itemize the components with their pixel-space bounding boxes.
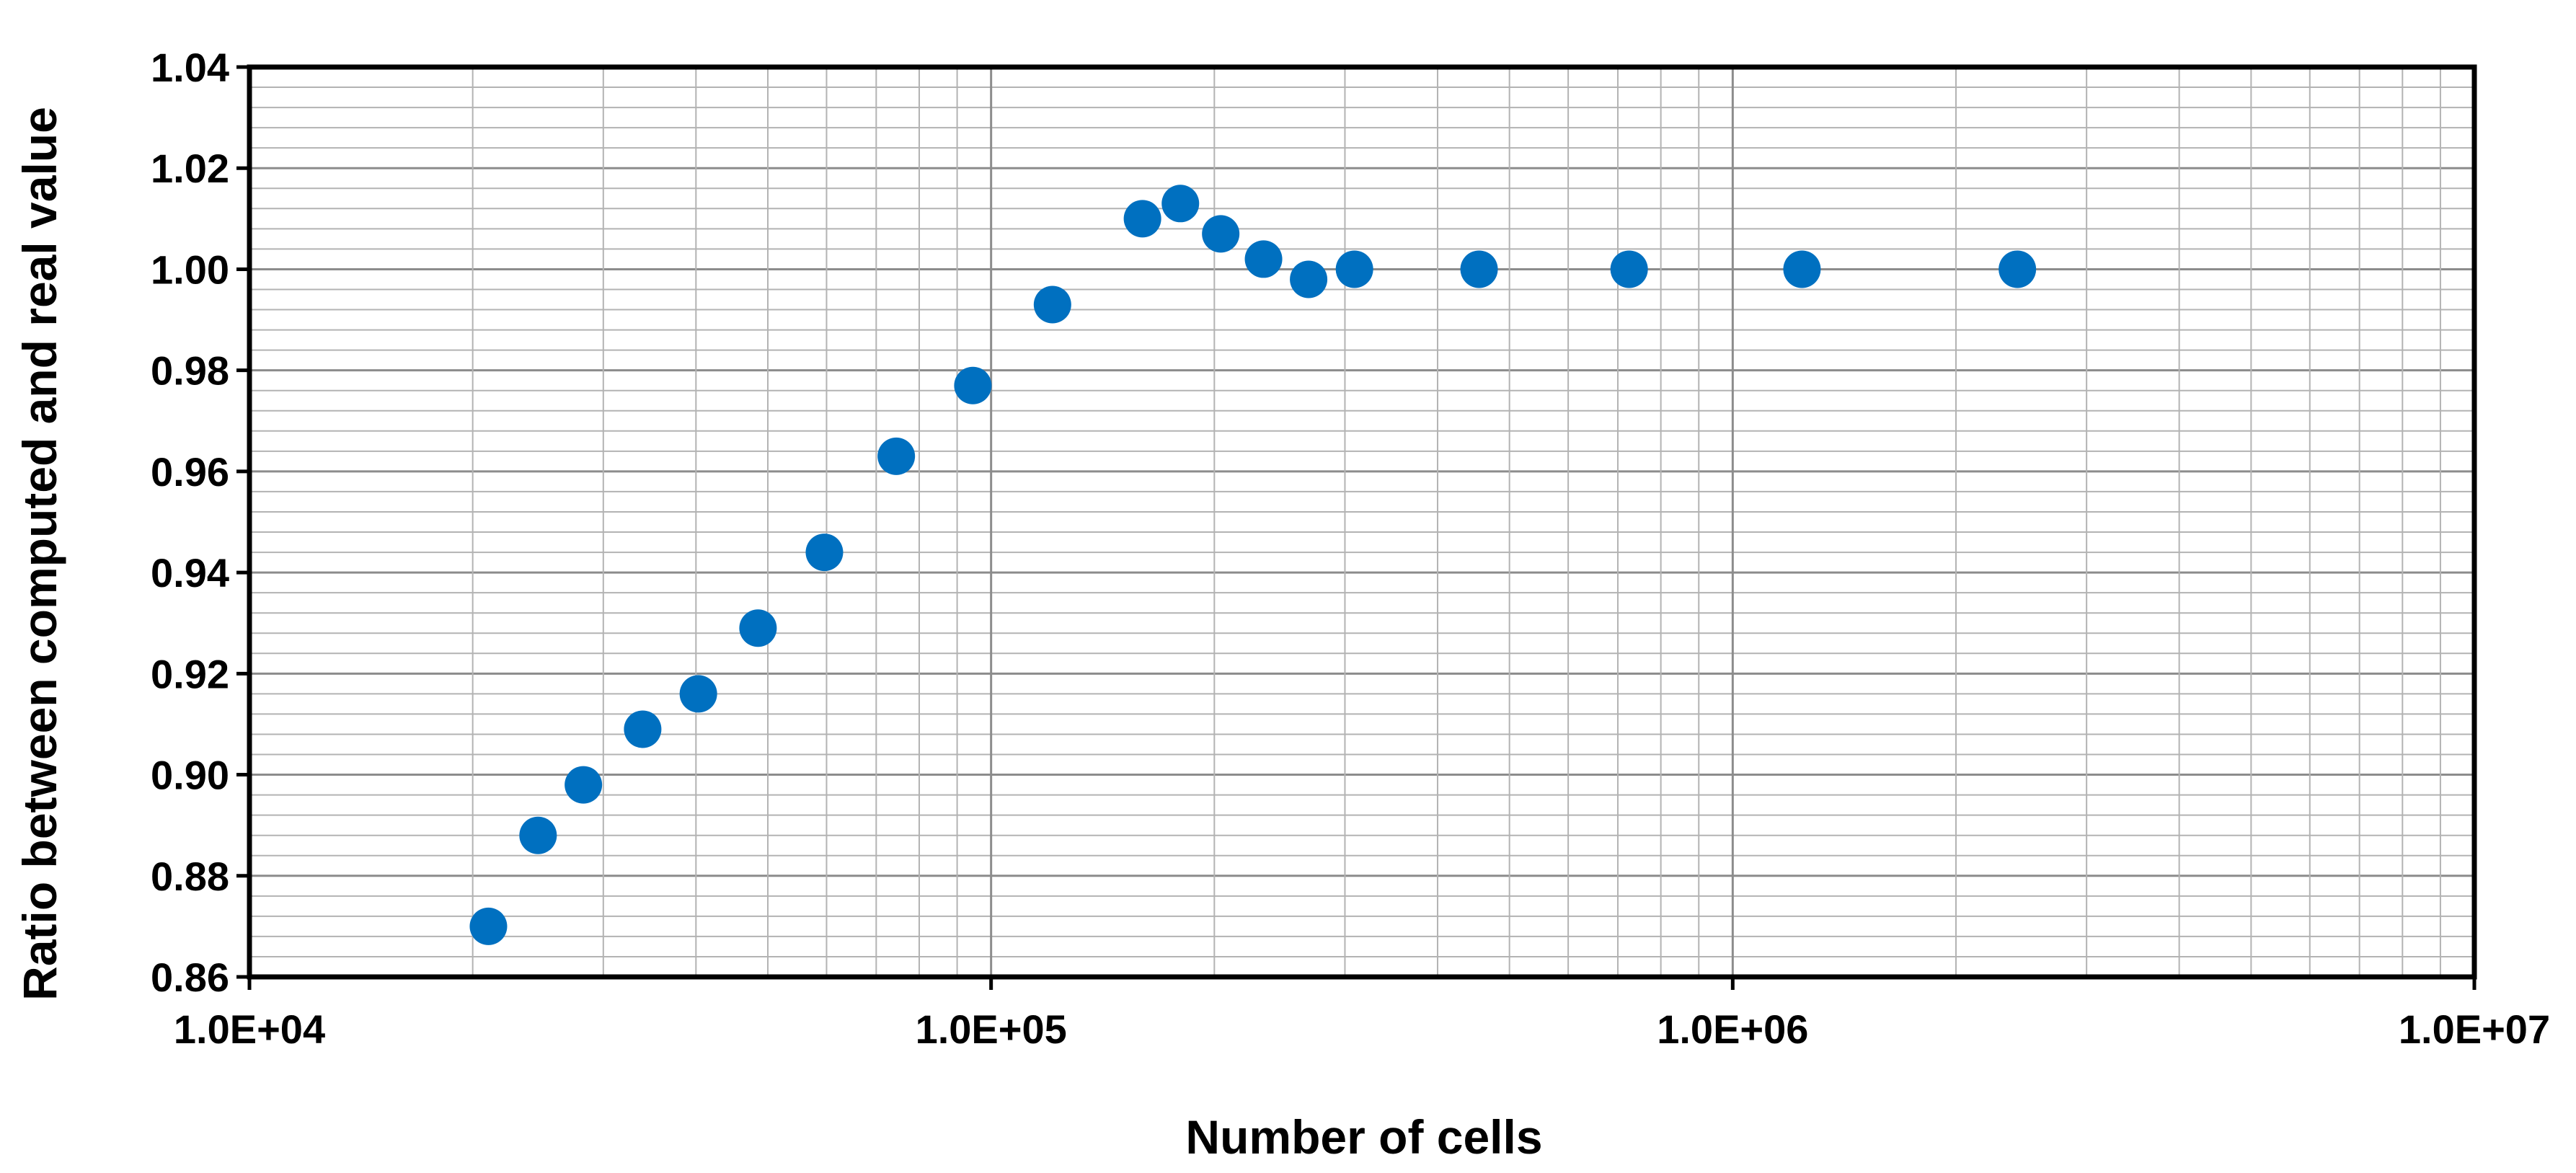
data-point [1161,185,1200,223]
data-point [1123,200,1161,238]
data-point [805,534,844,572]
x-tick-label: 1.0E+05 [916,1006,1067,1052]
data-point [624,710,662,748]
data-point [1335,250,1373,288]
y-tick-label: 1.04 [151,45,229,90]
y-tick-label: 0.90 [151,753,229,798]
data-point [519,816,557,854]
y-tick-label: 0.88 [151,854,229,899]
plot-border [247,64,2477,980]
data-point [565,766,603,804]
data-point [1999,250,2037,288]
grid-layer [248,66,2476,978]
data-point [1244,240,1283,278]
point-layer [469,185,2037,945]
data-point [739,609,777,647]
data-point [679,675,717,713]
data-point [954,366,992,404]
y-tick-label: 1.02 [151,146,229,191]
y-tick-label: 0.92 [151,651,229,696]
label-layer: 0.86 0.88 0.90 0.92 0.94 0.96 0.98 1.00 1.02 1.04… [151,45,2550,1052]
axis-layer [236,64,2477,990]
data-point [1783,250,1821,288]
y-tick-label: 0.98 [151,348,229,394]
data-point [1033,285,1071,324]
y-axis-title: Ratio between computed and real value [13,107,66,1001]
data-point [877,437,916,475]
y-tick-label: 0.94 [151,550,229,596]
data-point [469,907,508,945]
x-tick-label: 1.0E+07 [2399,1006,2550,1052]
y-tick-label: 0.96 [151,449,229,495]
x-axis-title: Number of cells [1185,1110,1542,1164]
x-tick-label: 1.0E+06 [1657,1006,1808,1052]
data-point [1610,250,1648,288]
data-point [1202,215,1240,253]
data-point [1460,250,1498,288]
x-tick-label: 1.0E+04 [174,1006,325,1052]
y-tick-label: 1.00 [151,247,229,292]
data-point [1290,260,1328,298]
y-tick-label: 0.86 [151,955,229,1000]
